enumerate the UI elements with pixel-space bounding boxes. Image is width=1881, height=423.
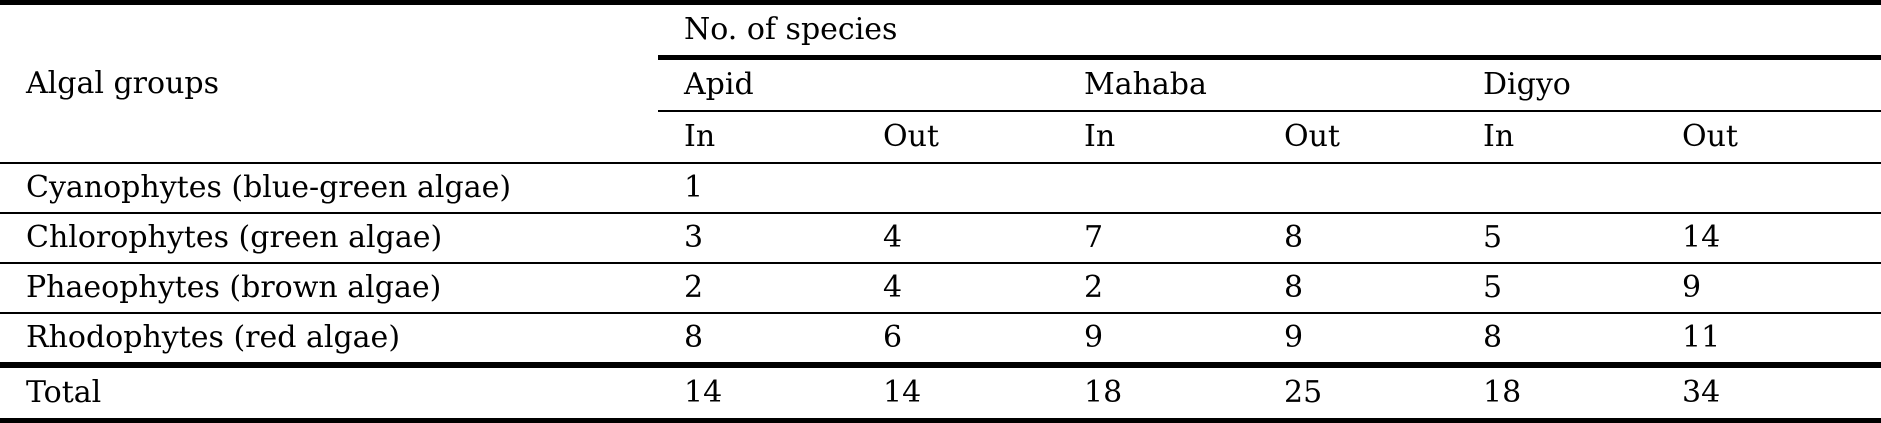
total-cell: 25 [1258,362,1457,423]
header-row-in-out: In Out In Out In Out [0,111,1881,164]
total-cell: 18 [1058,362,1258,423]
table-cell: 1 [658,163,857,214]
table-cell: 5 [1457,263,1656,314]
species-count-header: No. of species [658,0,1881,60]
sub-header-apid-in: In [658,111,857,164]
row-group-label: Phaeophytes (brown algae) [0,263,658,314]
sub-header-digyo-in: In [1457,111,1656,164]
table-cell: 3 [658,213,857,264]
table-row: Rhodophytes (red algae) 8 6 9 9 8 11 [0,313,1881,365]
sub-header-mahaba-out: Out [1258,111,1457,164]
table-row: Phaeophytes (brown algae) 2 4 2 8 5 9 [0,263,1881,314]
table-cell: 14 [1656,213,1881,264]
total-cell: 14 [658,362,857,423]
table-cell: 6 [883,320,903,355]
table-cell: 8 [1258,213,1457,264]
table-row: Chlorophytes (green algae) 3 4 7 8 5 14 [0,213,1881,264]
total-label: Total [0,362,658,423]
row-group-label: Cyanophytes (blue-green algae) [0,163,658,214]
table-cell [1656,163,1881,214]
table-cell [1058,163,1258,214]
table-cell: 5 [1457,213,1656,264]
table-cell: 9 [1284,320,1304,355]
table-cell: 8 [1483,320,1503,355]
table-cell: 8 [684,320,704,355]
table-cell [1258,163,1457,214]
table-row: Cyanophytes (blue-green algae) 1 [0,163,1881,214]
row-group-label: Rhodophytes (red algae) [26,320,401,355]
table-cell: 2 [1058,263,1258,314]
table-cell: 4 [857,213,1058,264]
sub-header-digyo-out: Out [1656,111,1881,164]
table-cell: 8 [1258,263,1457,314]
sub-header-mahaba-in: In [1058,111,1258,164]
total-row: Total 14 14 18 25 18 34 [0,362,1881,423]
sub-header-apid-out: Out [857,111,1058,164]
table-cell: 9 [1084,320,1104,355]
header-row-sites: Apid Mahaba Digyo [0,57,1881,112]
site-header-mahaba: Mahaba [1058,57,1457,112]
total-cell: 14 [857,362,1058,423]
table-cell: 9 [1656,263,1881,314]
table-cell: 11 [1682,320,1721,355]
row-group-label: Chlorophytes (green algae) [0,213,658,264]
table-cell: 7 [1058,213,1258,264]
table-cell [1457,163,1656,214]
algal-groups-header: Algal groups [0,0,658,164]
total-cell: 18 [1457,362,1656,423]
site-header-apid: Apid [658,57,1058,112]
header-row-species: Algal groups No. of species [0,0,1881,164]
table-cell: 4 [857,263,1058,314]
total-cell: 34 [1656,362,1881,423]
table-cell: 2 [658,263,857,314]
table-cell [857,163,1058,214]
site-header-digyo: Digyo [1457,57,1881,112]
